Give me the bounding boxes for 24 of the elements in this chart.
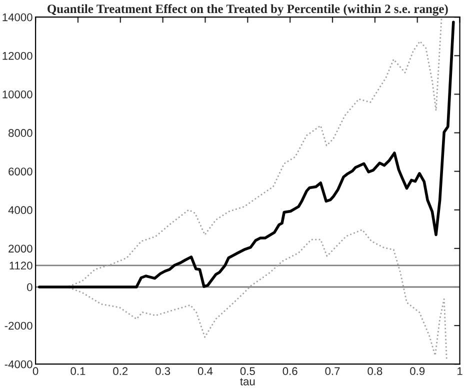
y-tick-label: 14000 [2, 13, 32, 22]
y-tick-label: -4000 [4, 360, 32, 368]
x-tick-label: 0.2 [113, 367, 128, 376]
y-tick-label: 8000 [8, 129, 32, 137]
x-axis-title: tau [240, 378, 255, 386]
x-tick-label: 0.9 [410, 367, 425, 376]
x-tick-label: 0 [32, 367, 38, 376]
x-tick-label: 0.5 [240, 367, 255, 376]
x-tick-label: 0.7 [325, 367, 340, 376]
y-tick-label: 4000 [8, 206, 32, 214]
y-tick-label: -2000 [4, 322, 32, 330]
y-tick-label: 2000 [8, 244, 32, 253]
y-tick-label: 12000 [2, 52, 32, 60]
y-tick-label: 10000 [2, 90, 32, 98]
x-tick-label: 1 [458, 367, 462, 375]
x-tick-label: 0.3 [156, 367, 170, 376]
x-tick-label: 0.6 [282, 367, 298, 376]
x-tick-label: 0.1 [70, 367, 86, 376]
y-tick-label: 6000 [8, 168, 32, 176]
y-tick-label: 0 [27, 283, 32, 292]
chart-title: Quantile Treatment Effect on the Treated by Percentile (within 2 s.e. range) [48, 4, 448, 16]
y-tick-label: 1120 [10, 262, 32, 270]
x-tick-label: 0.4 [198, 367, 213, 376]
x-tick-label: 0.8 [368, 367, 382, 376]
